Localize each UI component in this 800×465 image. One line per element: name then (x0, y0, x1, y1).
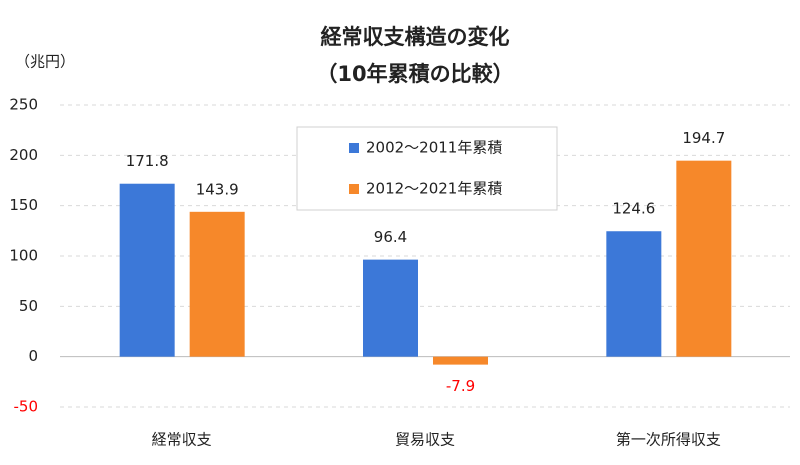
y-tick-label: 0 (28, 347, 38, 365)
chart-title: 経常収支構造の変化 (321, 25, 510, 49)
legend-label: 2012～2021年累積 (366, 180, 502, 198)
y-tick-label: 100 (9, 247, 38, 265)
y-tick-label: 200 (9, 146, 38, 164)
data-label: 143.9 (196, 180, 239, 198)
data-label: 194.7 (682, 129, 725, 147)
bar (119, 183, 175, 357)
legend-label: 2002～2011年累積 (366, 139, 502, 157)
x-tick-label: 貿易収支 (395, 431, 455, 449)
bar (363, 259, 418, 357)
bar (433, 356, 488, 365)
chart-subtitle: （10年累積の比較） (316, 62, 513, 86)
data-label: 171.8 (126, 152, 169, 170)
y-tick-label: 50 (19, 297, 38, 315)
legend-swatch (349, 143, 359, 153)
data-label: -7.9 (446, 377, 475, 395)
legend-box (296, 126, 558, 211)
y-tick-label: -50 (14, 398, 39, 416)
x-tick-label: 第一次所得収支 (616, 431, 721, 449)
x-tick-label: 経常収支 (152, 431, 212, 449)
data-label: 96.4 (374, 228, 407, 246)
y-axis-label: （兆円） (15, 53, 75, 71)
bar (676, 160, 732, 357)
data-label: 124.6 (612, 200, 655, 218)
y-tick-label: 250 (9, 96, 38, 114)
bar (189, 211, 245, 357)
legend-swatch (349, 184, 359, 194)
bar (606, 231, 662, 357)
y-tick-label: 150 (9, 196, 38, 214)
